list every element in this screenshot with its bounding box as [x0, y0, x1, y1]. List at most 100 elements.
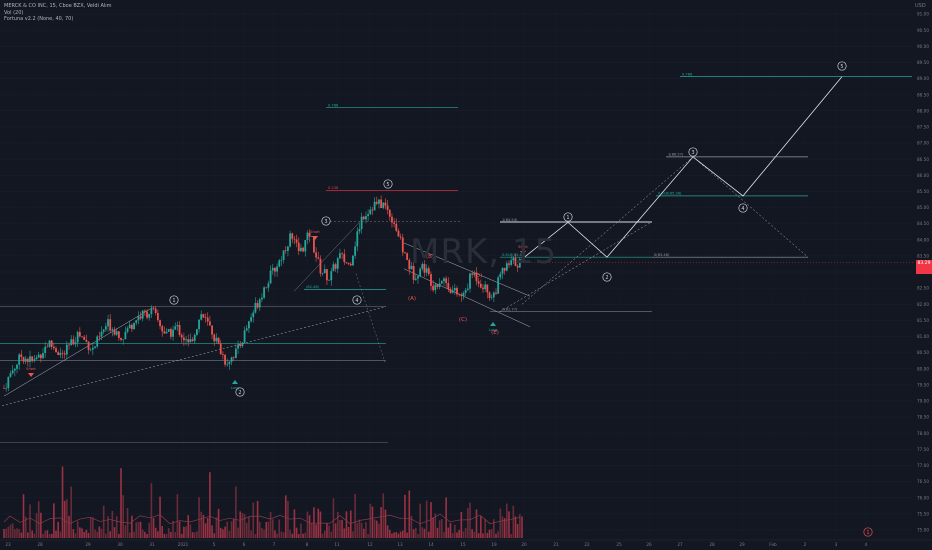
impulse-wave-label: 2	[238, 390, 241, 396]
volume-bar	[497, 531, 499, 538]
price-tick: 87.50	[917, 125, 929, 130]
volume-bar	[146, 533, 148, 538]
candle	[432, 285, 435, 291]
candle	[306, 232, 309, 241]
fib-label: 0.786	[682, 72, 693, 76]
volume-bar	[451, 533, 454, 538]
volume-bar	[40, 512, 42, 538]
volume-bar	[170, 531, 172, 538]
candle	[76, 331, 79, 343]
volume-bar	[323, 530, 326, 538]
candle	[182, 337, 185, 341]
candle	[213, 334, 216, 342]
volume-bar	[469, 502, 471, 538]
time-tick: 31	[149, 542, 155, 547]
volume-bar	[258, 521, 261, 538]
candle	[510, 260, 513, 265]
volume-bar	[163, 533, 166, 538]
volume-bar	[269, 511, 272, 538]
candle	[46, 346, 49, 348]
candle	[484, 284, 487, 290]
volume-bar	[198, 497, 200, 538]
volume-bar	[384, 509, 387, 538]
candle	[360, 216, 363, 230]
candle	[176, 325, 179, 327]
candle	[57, 352, 60, 355]
volume-bar	[404, 494, 406, 538]
volume-bar	[48, 533, 51, 538]
candle	[336, 258, 339, 269]
volume-bar	[16, 528, 18, 538]
volume-bar	[230, 521, 233, 538]
buy-signal-icon	[490, 322, 496, 326]
symbol-line[interactable]: MERCK & CO INC, 15, Cboe BZX, Veldi Alım	[4, 3, 112, 9]
candle	[31, 356, 34, 361]
candle	[512, 258, 515, 261]
currency-label[interactable]: USD	[915, 3, 926, 9]
candle	[11, 370, 14, 374]
volume-bar	[46, 530, 49, 538]
indicator-fortuna[interactable]: Fortuna v2.2 (None, 40, 70)	[4, 16, 74, 22]
time-tick: 3	[835, 542, 838, 547]
volume-bars	[0, 441, 523, 538]
indicator-volume[interactable]: Vol (20)	[4, 9, 24, 16]
volume-bar	[113, 527, 116, 538]
volume-bar	[128, 532, 131, 538]
volume-bar	[302, 533, 304, 538]
candle	[469, 273, 471, 289]
volume-bar	[362, 528, 365, 538]
volume-bar	[55, 530, 57, 538]
volume-bar	[467, 508, 469, 538]
candle	[156, 313, 159, 321]
volume-bar	[111, 510, 114, 538]
candle	[204, 317, 207, 319]
candle	[3, 388, 5, 389]
trend-line	[293, 221, 361, 292]
volume-bar	[436, 527, 439, 538]
candle	[222, 354, 224, 355]
time-axis[interactable]: 23 28 29 30 31 2021 5 6 7 8 11 12 13 14 15 19 20 21 22 25 26…	[0, 539, 932, 547]
candle	[475, 272, 478, 282]
impulse-wave-label-ring	[169, 295, 179, 305]
volume-bar	[486, 532, 489, 538]
volume-bar	[193, 532, 196, 538]
projection-wave-label-ring	[688, 147, 698, 157]
volume-bar	[282, 532, 285, 538]
volume-bar	[57, 521, 59, 538]
candle	[59, 352, 62, 355]
price-axis[interactable]: 75.00 75.50 76.00 76.50 77.00 77.50 78.00 78.50…	[917, 12, 929, 533]
watermark-interval: 15	[511, 232, 558, 272]
candle	[375, 201, 378, 204]
signal-label: Long	[489, 328, 498, 332]
volume-bar	[120, 468, 122, 538]
volume-bar	[115, 516, 118, 538]
volume-bar	[185, 526, 187, 538]
candle	[98, 336, 101, 338]
candle	[447, 283, 450, 290]
candle	[365, 216, 367, 220]
time-tick: 13	[397, 542, 403, 547]
volume-bar	[139, 521, 142, 538]
candle	[65, 344, 68, 355]
candle	[349, 263, 352, 266]
candle	[339, 253, 341, 259]
candle	[399, 236, 402, 238]
volume-bar	[339, 519, 341, 538]
candle	[358, 229, 361, 232]
candle	[334, 264, 337, 269]
time-tick: 20	[521, 542, 527, 547]
candle	[343, 253, 346, 263]
volume-bar	[419, 503, 421, 538]
volume-bar	[330, 531, 333, 538]
volume-bar	[503, 518, 506, 538]
volume-bar	[79, 527, 81, 538]
volume-bar	[248, 516, 250, 538]
trend-line	[3, 308, 151, 397]
bottom-wave-label-ring	[863, 527, 873, 537]
volume-bar	[159, 496, 161, 538]
candle	[252, 312, 255, 318]
candle	[18, 354, 21, 365]
candle	[397, 230, 400, 237]
volume-bar	[460, 511, 463, 538]
